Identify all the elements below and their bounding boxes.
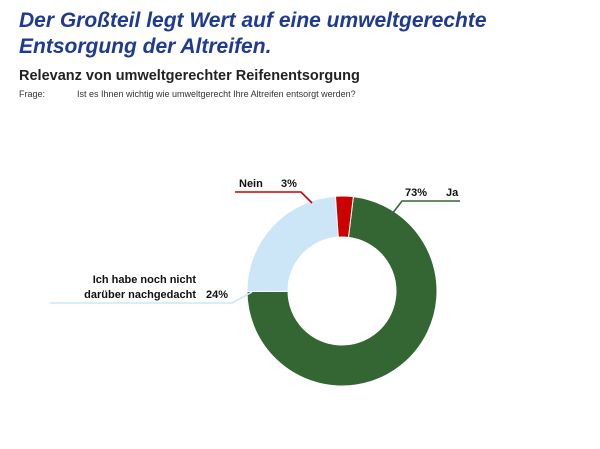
slice-unsure-label-line2: darüber nachgedacht xyxy=(84,289,196,301)
chart-subtitle: Relevanz von umweltgerechter Reifenentso… xyxy=(19,68,360,84)
question-row: Frage: Ist es Ihnen wichtig wie umweltger… xyxy=(19,89,356,99)
leader-line-nein xyxy=(235,191,313,204)
slice-nein-label: Nein xyxy=(239,178,263,190)
slice-ja-label: Ja xyxy=(446,187,459,199)
leader-lines xyxy=(50,191,460,304)
slice-unsure xyxy=(246,195,339,293)
leader-line-unsure xyxy=(50,291,253,304)
slice-nein-value: 3% xyxy=(281,178,297,190)
leader-line-ja xyxy=(391,200,460,215)
slice-unsure-label-line1: Ich habe noch nicht xyxy=(93,274,197,286)
slice-ja xyxy=(246,196,438,387)
donut-slices xyxy=(246,195,438,387)
headline: Der Großteil legt Wert auf eine umweltge… xyxy=(19,9,487,58)
question-label: Frage: xyxy=(19,89,46,99)
question-text: Ist es Ihnen wichtig wie umweltgerecht I… xyxy=(77,89,356,99)
slice-unsure-value: 24% xyxy=(206,289,228,301)
slice-nein xyxy=(334,195,354,238)
slice-ja-value: 73% xyxy=(405,187,427,199)
